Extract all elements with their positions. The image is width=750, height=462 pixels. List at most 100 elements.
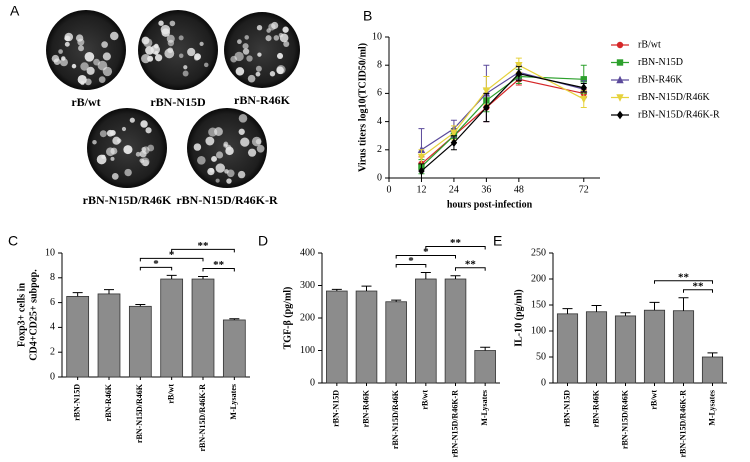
plaque bbox=[276, 66, 284, 75]
plaque bbox=[211, 156, 217, 162]
image-caption: rBN-N15D/R46K bbox=[83, 193, 172, 207]
plaque bbox=[139, 150, 147, 158]
significance-label: ** bbox=[465, 258, 477, 270]
x-tick-label: rBN-N15D bbox=[332, 390, 341, 427]
plaque bbox=[268, 23, 276, 31]
y-tick-label: 4 bbox=[377, 116, 382, 127]
y-tick-label: 8 bbox=[377, 59, 382, 70]
plaque bbox=[215, 163, 226, 173]
y-axis-title: CD4+CD25+ subpop. bbox=[28, 269, 39, 361]
plaque bbox=[255, 71, 261, 77]
plaque bbox=[145, 127, 152, 134]
plaque-dish bbox=[138, 10, 218, 90]
legend-marker bbox=[616, 94, 624, 102]
y-tick-label: 100 bbox=[531, 325, 546, 336]
plaque bbox=[140, 157, 150, 167]
plaque bbox=[78, 45, 84, 52]
legend-marker bbox=[616, 59, 624, 66]
bar bbox=[160, 278, 184, 378]
error-bar bbox=[72, 292, 83, 297]
significance-label: ** bbox=[213, 259, 225, 271]
plaque bbox=[207, 167, 215, 176]
bar bbox=[444, 278, 467, 384]
significance-bracket bbox=[654, 280, 713, 284]
x-tick-label: rBN-N15D/R46K bbox=[135, 383, 144, 443]
error-bar bbox=[104, 289, 114, 294]
marker bbox=[417, 153, 426, 162]
plaque bbox=[247, 148, 257, 157]
plaque bbox=[141, 36, 150, 45]
y-axis-title: Foxp3+ cells in bbox=[16, 283, 27, 347]
plaque bbox=[194, 53, 201, 60]
x-tick-label: rBN-N15D/R46K bbox=[391, 389, 400, 449]
plaque bbox=[256, 24, 263, 31]
image-caption: rBN-R46K bbox=[234, 93, 291, 107]
y-tick-label: 6 bbox=[50, 297, 55, 308]
plaque bbox=[92, 139, 97, 145]
series-line bbox=[421, 78, 584, 165]
plaque bbox=[102, 66, 113, 77]
error-bar bbox=[678, 297, 689, 311]
x-tick-label: M-Lysates bbox=[707, 390, 716, 426]
bar bbox=[191, 278, 215, 378]
x-tick-label: rBN-N15D bbox=[72, 384, 81, 421]
x-tick-label: rBN-N15D/R46K-R bbox=[678, 390, 687, 458]
significance-label: ** bbox=[678, 271, 690, 283]
plaque bbox=[158, 20, 164, 26]
plaque bbox=[80, 81, 85, 86]
x-tick-label: rBN-N15D/R46K bbox=[620, 389, 629, 449]
plaque bbox=[51, 54, 60, 63]
plaque bbox=[240, 137, 250, 147]
x-tick-label: rBN-N15D/R46K-R bbox=[198, 384, 207, 452]
error-bar bbox=[361, 285, 372, 292]
error-bar bbox=[480, 346, 491, 351]
plaque bbox=[282, 26, 289, 33]
y-tick-label: 0 bbox=[310, 377, 315, 388]
plaque bbox=[246, 55, 253, 62]
y-axis-title: Virus titers log10(TCID50/ml) bbox=[357, 43, 368, 172]
legend-label: rB/wt bbox=[638, 39, 661, 50]
x-axis-title: hours post-infection bbox=[447, 199, 533, 210]
error-bar bbox=[707, 352, 718, 357]
y-tick-label: 4 bbox=[50, 322, 55, 333]
plaque bbox=[98, 76, 106, 83]
image-caption: rB/wt bbox=[71, 95, 100, 109]
significance-label: ** bbox=[198, 240, 210, 252]
plaque bbox=[112, 136, 121, 145]
plaque bbox=[203, 62, 209, 68]
y-tick-label: 250 bbox=[531, 247, 546, 258]
significance-bracket bbox=[683, 289, 713, 293]
marker bbox=[450, 129, 458, 138]
y-tick-label: 10 bbox=[372, 31, 382, 42]
y-tick-label: 400 bbox=[300, 247, 315, 258]
plaque bbox=[110, 156, 115, 161]
y-tick-label: 0 bbox=[541, 377, 546, 388]
plaque bbox=[141, 53, 151, 64]
y-tick-label: 300 bbox=[300, 280, 315, 291]
bar bbox=[97, 293, 121, 378]
error-bar bbox=[198, 276, 208, 280]
plaque bbox=[110, 31, 119, 41]
plaque bbox=[279, 33, 289, 43]
plaque bbox=[244, 35, 249, 40]
plaque bbox=[230, 55, 238, 63]
plaque bbox=[123, 145, 133, 155]
bar bbox=[128, 305, 152, 378]
plaque bbox=[135, 151, 141, 157]
plaque bbox=[111, 173, 119, 180]
x-tick-label: rB/wt bbox=[421, 390, 430, 410]
plaque bbox=[256, 144, 265, 153]
significance-bracket bbox=[139, 257, 204, 262]
plaque bbox=[225, 144, 232, 151]
y-tick-label: 0 bbox=[50, 371, 55, 382]
panel-label: E bbox=[493, 233, 502, 249]
plaque bbox=[166, 34, 175, 43]
significance-label: ** bbox=[450, 237, 462, 249]
plaque bbox=[193, 143, 202, 151]
y-tick-label: 0 bbox=[377, 172, 382, 183]
plaque bbox=[226, 169, 235, 178]
plaque bbox=[84, 51, 95, 62]
error-bar bbox=[229, 318, 240, 320]
image-caption: rBN-N15D bbox=[150, 95, 206, 109]
significance-label: ** bbox=[693, 280, 705, 292]
